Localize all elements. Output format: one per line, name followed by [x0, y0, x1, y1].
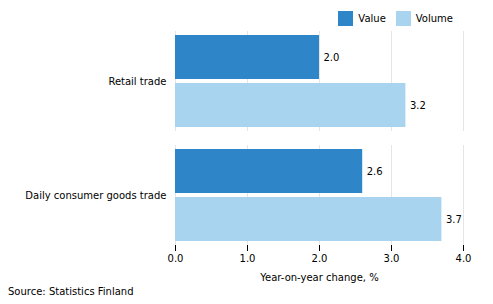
svg-text:3.0: 3.0: [384, 253, 400, 264]
html-text:Volume: Volume: [415, 13, 453, 24]
svg-text:Daily consumer goods trade: Daily consumer goods trade: [25, 190, 166, 201]
svg-text:2.6: 2.6: [367, 166, 383, 177]
html-text:Source: Statistics Finland: Source: Statistics Finland: [8, 286, 134, 297]
svg-text:2.0: 2.0: [324, 52, 340, 63]
svg-text:0.0: 0.0: [168, 253, 184, 264]
svg-text:1.0: 1.0: [240, 253, 256, 264]
html-text:Value: Value: [358, 13, 386, 24]
svg-text:3.7: 3.7: [446, 214, 462, 225]
svg-text:3.2: 3.2: [410, 100, 426, 111]
svg-text:2.0: 2.0: [312, 253, 328, 264]
svg-text:Retail trade: Retail trade: [108, 76, 166, 87]
svg-text:4.0: 4.0: [456, 253, 472, 264]
svg-text:Year-on-year change, %: Year-on-year change, %: [259, 272, 378, 283]
